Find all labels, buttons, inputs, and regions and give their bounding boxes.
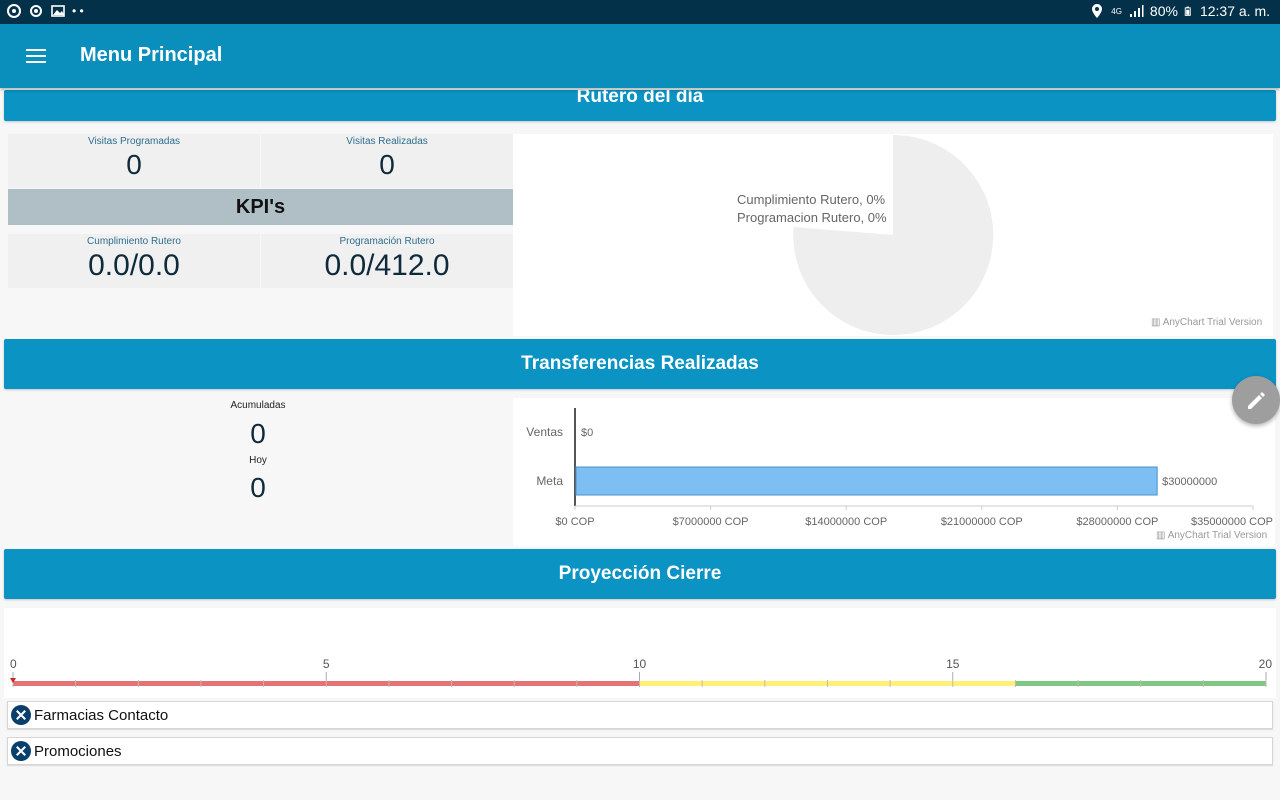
edit-icon	[1248, 392, 1265, 409]
programacion-value: 0.0/412.0	[324, 249, 450, 282]
gauge-marker	[10, 678, 16, 683]
chart-watermark: ▥ AnyChart Trial Version	[1156, 530, 1267, 541]
gauge-scale-label: 15	[946, 657, 960, 671]
chart-icon: ▥	[1156, 530, 1166, 541]
location-icon	[1092, 4, 1103, 18]
pie-chart	[793, 134, 994, 335]
list-item-label: Promociones	[34, 742, 122, 760]
pie-chart-card: Cumplimiento Rutero, 0% Programacion Rut…	[513, 134, 1273, 336]
bar-chart: Ventas $0 Meta $30000000 $0 COP $7000000 COP $…	[526, 408, 1273, 528]
section-banner-rutero: Rutero del día	[4, 90, 1276, 121]
chart-icon: ▥	[1151, 317, 1161, 328]
section-banner-proyeccion: Proyección Cierre	[4, 549, 1276, 599]
x-tick-label: $0 COP	[555, 516, 594, 528]
x-tick-label: $7000000 COP	[673, 516, 749, 528]
signal-icon	[1129, 5, 1144, 17]
acumuladas-value: 0	[250, 418, 266, 449]
pie-legend-item: Programacion Rutero, 0%	[737, 210, 887, 225]
pie-legend: Cumplimiento Rutero, 0% Programacion Rut…	[737, 191, 887, 227]
pie-slice	[793, 134, 994, 335]
hoy-value: 0	[250, 472, 266, 503]
section-title-rutero: Rutero del día	[576, 90, 704, 107]
gauge-scale-label: 20	[1259, 657, 1273, 671]
visitas-programadas-value: 0	[126, 149, 142, 180]
image-icon	[51, 5, 65, 17]
page-title: Menu Principal	[80, 44, 223, 66]
kpi-tile-cumplimiento: Cumplimiento Rutero 0.0/0.0	[8, 234, 260, 288]
battery-icon	[1184, 6, 1191, 16]
close-icon[interactable]	[11, 705, 31, 725]
battery-percent: 80%	[1149, 3, 1178, 19]
watermark-text: AnyChart Trial Version	[1162, 317, 1263, 328]
gauge-scale-label: 10	[633, 657, 647, 671]
y-tick-label: Ventas	[526, 425, 563, 439]
x-tick-label: $28000000 COP	[1076, 516, 1158, 528]
acumuladas-label: Acumuladas	[230, 400, 286, 411]
list-item-label: Farmacias Contacto	[34, 706, 169, 724]
chart-watermark: ▥ AnyChart Trial Version	[1151, 317, 1262, 328]
pie-legend-item: Cumplimiento Rutero, 0%	[737, 192, 886, 207]
linear-gauge: 0 5 10 15 20	[10, 657, 1273, 687]
more-dots-icon: • •	[72, 4, 84, 18]
edit-button[interactable]	[1232, 376, 1280, 424]
bar	[575, 466, 1158, 496]
cumplimiento-value: 0.0/0.0	[88, 249, 180, 282]
kpi-tile-programacion: Programación Rutero 0.0/412.0	[261, 234, 513, 288]
cumplimiento-label: Cumplimiento Rutero	[87, 236, 181, 247]
x-tick-label: $21000000 COP	[941, 516, 1023, 528]
network-type: 4G	[1111, 6, 1122, 16]
location-target-icon	[30, 5, 42, 17]
x-tick-label: $14000000 COP	[805, 516, 887, 528]
gauge-scale-label: 5	[323, 657, 330, 671]
visitas-realizadas-value: 0	[379, 149, 395, 180]
list-item-farmacias-contacto[interactable]: Farmacias Contacto	[7, 701, 1273, 729]
gauge-scale-label: 0	[10, 657, 17, 671]
kpi-tile-visitas-realizadas: Visitas Realizadas 0	[261, 134, 513, 188]
app-notification-icon	[7, 4, 21, 18]
kpi-tile-visitas-programadas: Visitas Programadas 0	[8, 134, 260, 188]
menu-icon[interactable]	[24, 44, 48, 68]
visitas-realizadas-label: Visitas Realizadas	[346, 136, 428, 147]
bar-chart-card: Ventas $0 Meta $30000000 $0 COP $7000000 COP $…	[513, 398, 1275, 546]
x-tick-label: $35000000 COP	[1191, 516, 1273, 528]
hoy-label: Hoy	[249, 455, 267, 466]
y-tick-label: Meta	[536, 474, 563, 488]
list-item-promociones[interactable]: Promociones	[7, 737, 1273, 765]
data-label: $30000000	[1162, 476, 1217, 488]
kpi-header: KPI's	[8, 189, 513, 225]
section-banner-transferencias: Transferencias Realizadas	[4, 339, 1276, 389]
data-label: $0	[581, 427, 593, 439]
status-bar: • • 4G 80% 12:37 a. m.	[0, 0, 1280, 24]
programacion-label: Programación Rutero	[339, 236, 435, 247]
watermark-text: AnyChart Trial Version	[1167, 530, 1268, 541]
visitas-programadas-label: Visitas Programadas	[87, 136, 181, 147]
clock: 12:37 a. m.	[1199, 3, 1270, 19]
linear-gauge-card: 0 5 10 15 20	[4, 608, 1276, 698]
app-bar: Menu Principal	[0, 24, 1280, 88]
close-icon[interactable]	[11, 741, 31, 761]
